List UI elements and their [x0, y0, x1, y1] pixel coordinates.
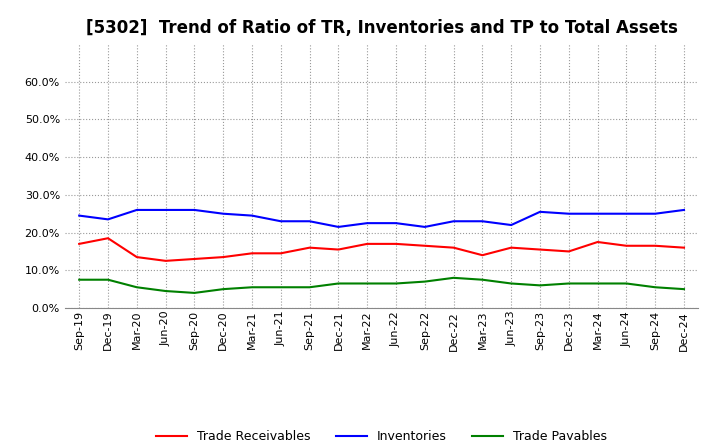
Trade Receivables [363, 241, 372, 246]
Line: Trade Payables: Trade Payables [79, 278, 684, 293]
Trade Payables [161, 288, 170, 293]
Trade Receivables [449, 245, 458, 250]
Trade Payables [363, 281, 372, 286]
Inventories [507, 222, 516, 227]
Trade Receivables [564, 249, 573, 254]
Trade Receivables [392, 241, 400, 246]
Trade Receivables [132, 254, 141, 260]
Trade Payables [449, 275, 458, 280]
Trade Receivables [248, 251, 256, 256]
Trade Payables [507, 281, 516, 286]
Inventories [392, 220, 400, 226]
Trade Payables [593, 281, 602, 286]
Trade Payables [219, 286, 228, 292]
Trade Receivables [622, 243, 631, 249]
Inventories [593, 211, 602, 216]
Trade Receivables [104, 235, 112, 241]
Trade Payables [536, 283, 544, 288]
Inventories [420, 224, 429, 230]
Trade Payables [104, 277, 112, 282]
Inventories [190, 207, 199, 213]
Trade Payables [622, 281, 631, 286]
Trade Payables [334, 281, 343, 286]
Trade Receivables [219, 254, 228, 260]
Inventories [104, 217, 112, 222]
Trade Receivables [161, 258, 170, 264]
Trade Receivables [478, 253, 487, 258]
Trade Payables [132, 285, 141, 290]
Trade Payables [276, 285, 285, 290]
Trade Receivables [507, 245, 516, 250]
Inventories [651, 211, 660, 216]
Trade Receivables [536, 247, 544, 252]
Inventories [622, 211, 631, 216]
Inventories [161, 207, 170, 213]
Trade Payables [564, 281, 573, 286]
Inventories [363, 220, 372, 226]
Trade Receivables [680, 245, 688, 250]
Trade Payables [75, 277, 84, 282]
Inventories [449, 219, 458, 224]
Inventories [248, 213, 256, 218]
Inventories [219, 211, 228, 216]
Trade Receivables [305, 245, 314, 250]
Trade Payables [651, 285, 660, 290]
Trade Payables [478, 277, 487, 282]
Line: Trade Receivables: Trade Receivables [79, 238, 684, 261]
Trade Receivables [75, 241, 84, 246]
Inventories [680, 207, 688, 213]
Legend: Trade Receivables, Inventories, Trade Payables: Trade Receivables, Inventories, Trade Pa… [151, 425, 612, 440]
Inventories [305, 219, 314, 224]
Trade Receivables [276, 251, 285, 256]
Inventories [334, 224, 343, 230]
Trade Payables [680, 286, 688, 292]
Title: [5302]  Trend of Ratio of TR, Inventories and TP to Total Assets: [5302] Trend of Ratio of TR, Inventories… [86, 19, 678, 37]
Trade Receivables [334, 247, 343, 252]
Inventories [132, 207, 141, 213]
Inventories [564, 211, 573, 216]
Trade Receivables [420, 243, 429, 249]
Inventories [75, 213, 84, 218]
Trade Receivables [593, 239, 602, 245]
Inventories [536, 209, 544, 214]
Trade Receivables [651, 243, 660, 249]
Trade Payables [392, 281, 400, 286]
Inventories [478, 219, 487, 224]
Line: Inventories: Inventories [79, 210, 684, 227]
Trade Payables [305, 285, 314, 290]
Trade Payables [248, 285, 256, 290]
Trade Payables [190, 290, 199, 296]
Trade Payables [420, 279, 429, 284]
Trade Receivables [190, 257, 199, 262]
Inventories [276, 219, 285, 224]
